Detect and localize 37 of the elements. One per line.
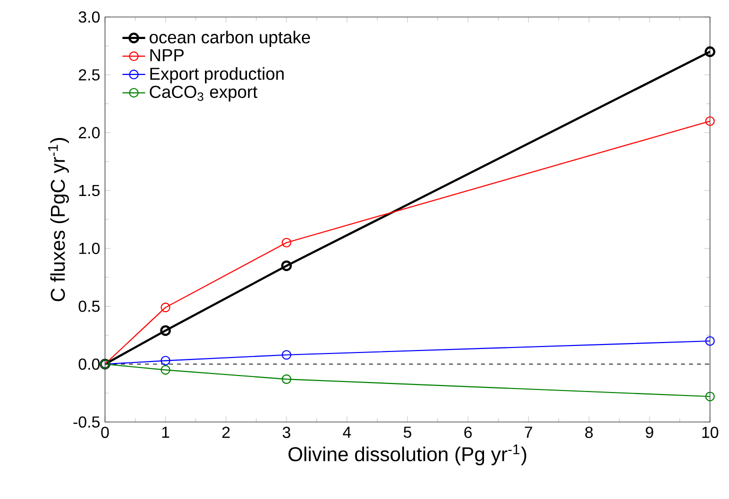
x-tick-label: 8 xyxy=(585,426,593,438)
legend-label: NPP xyxy=(150,49,184,62)
x-axis-title: Olivine dissolution (Pg yr$^{-1}$) xyxy=(288,444,526,466)
point xyxy=(281,260,292,272)
point xyxy=(705,116,715,126)
x-tick-label: 0 xyxy=(101,426,109,438)
y-tick-label: 0.0 xyxy=(78,358,100,370)
y-axis-title: C fluxes (PgC yr$^{-1}$) xyxy=(48,138,69,302)
point xyxy=(282,374,292,384)
point xyxy=(160,325,171,336)
point xyxy=(282,350,292,360)
point xyxy=(282,238,292,248)
x-tick-label: 5 xyxy=(404,426,412,438)
point xyxy=(705,336,715,346)
x-tick-label: 7 xyxy=(524,426,532,438)
point xyxy=(160,365,170,375)
x-tick-label: 9 xyxy=(646,426,654,438)
point xyxy=(160,302,170,312)
y-tick-label: 3.0 xyxy=(78,11,100,23)
y-tick-label: 1.0 xyxy=(79,242,100,254)
y-tick-label: 2.5 xyxy=(78,69,100,81)
y-tick-label: -0.5 xyxy=(73,416,100,428)
legend-label: Export production xyxy=(150,67,284,84)
y-tick-label: 2.0 xyxy=(78,127,100,138)
x-tick-label: 2 xyxy=(222,426,230,438)
point xyxy=(704,46,716,58)
point xyxy=(160,356,170,366)
x-tick-label: 10 xyxy=(702,426,718,438)
x-tick-label: 1 xyxy=(162,426,170,438)
x-tick-label: 6 xyxy=(464,426,472,438)
x-tick-label: 4 xyxy=(342,426,351,438)
legend-label: CaCO$_{3}$ export xyxy=(150,86,258,102)
y-tick-label: 1.5 xyxy=(79,184,100,196)
y-tick-label: 0.5 xyxy=(78,300,100,312)
x-tick-label: 3 xyxy=(282,426,290,438)
legend-label: ocean carbon uptake xyxy=(150,30,310,47)
point xyxy=(705,392,715,402)
